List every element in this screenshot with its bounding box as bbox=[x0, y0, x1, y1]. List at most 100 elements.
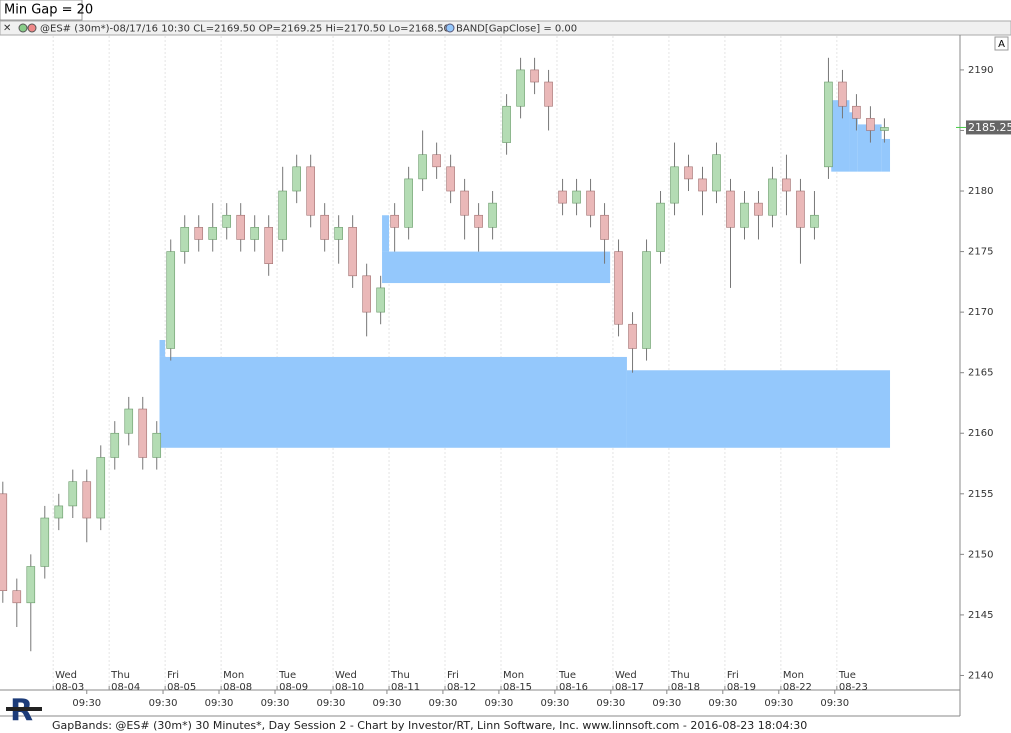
candle-body bbox=[866, 118, 875, 131]
candle-body bbox=[0, 493, 8, 591]
x-tick-label-line: 08-16 bbox=[559, 682, 588, 693]
gap-band bbox=[857, 124, 882, 172]
y-tick-label: 2180 bbox=[968, 186, 993, 197]
scale-button[interactable] bbox=[994, 36, 1009, 51]
candle-body bbox=[698, 178, 707, 192]
candle-body bbox=[488, 202, 497, 228]
candle-body bbox=[446, 166, 455, 192]
x-tick-label-line: Tue bbox=[558, 670, 576, 681]
x-tick-label-line: Tue bbox=[838, 670, 856, 681]
x-tick-label-line: 08-19 bbox=[727, 682, 756, 693]
x2-tick-label: 09:30 bbox=[429, 698, 458, 709]
x-tick-label: Mon 08-15 bbox=[503, 670, 532, 693]
candle-body bbox=[544, 81, 553, 107]
candle-body bbox=[334, 227, 343, 240]
x-tick-label-line: 08-11 bbox=[391, 682, 420, 693]
x-tick-label: Fri 08-12 bbox=[447, 670, 476, 693]
candle-body bbox=[726, 190, 735, 228]
gap-band bbox=[159, 356, 627, 448]
candle-body bbox=[586, 190, 595, 216]
gap-band bbox=[626, 370, 891, 448]
x-tick-label-line: 08-05 bbox=[167, 682, 196, 693]
icon bbox=[18, 23, 28, 33]
x-tick-label-line: 08-22 bbox=[783, 682, 812, 693]
y-tick-label: 2150 bbox=[968, 549, 993, 560]
gap-band bbox=[849, 112, 858, 172]
candle-body bbox=[642, 251, 651, 349]
gap-band bbox=[382, 251, 611, 284]
candle-body bbox=[236, 214, 245, 240]
candle-body bbox=[404, 178, 413, 228]
candle-body bbox=[152, 432, 162, 458]
candle-body bbox=[614, 251, 623, 325]
x2-tick-label: 09:30 bbox=[596, 698, 625, 709]
candle-body bbox=[222, 214, 232, 228]
candle-body bbox=[306, 166, 315, 216]
candle-body bbox=[40, 517, 50, 567]
x-tick-label-line: Wed bbox=[55, 670, 77, 681]
candle-body bbox=[558, 190, 567, 204]
icon bbox=[27, 23, 37, 33]
icon bbox=[445, 23, 455, 33]
x-tick-label: Mon 08-08 bbox=[223, 670, 252, 693]
x-tick-label: Wed 08-17 bbox=[615, 670, 644, 693]
x-tick-label-line: Thu bbox=[110, 670, 130, 681]
x-tick-label-line: 08-03 bbox=[55, 682, 84, 693]
candle-body bbox=[838, 81, 847, 107]
candle-body bbox=[880, 127, 889, 131]
candle-body bbox=[754, 202, 763, 216]
x-tick-label-line: 08-10 bbox=[335, 682, 364, 693]
y-tick-label: 2175 bbox=[968, 247, 993, 258]
x-tick-label-line: Fri bbox=[727, 670, 739, 681]
setting-box[interactable] bbox=[0, 0, 83, 21]
gap-band bbox=[881, 138, 891, 172]
x-tick-label-line: 08-12 bbox=[447, 682, 476, 693]
x-tick-label: Thu 08-11 bbox=[390, 670, 420, 693]
x2-tick-label: 09:30 bbox=[484, 698, 513, 709]
x-tick-label-line: Mon bbox=[503, 670, 524, 681]
candle-body bbox=[68, 481, 78, 507]
gap-band bbox=[159, 339, 166, 357]
x2-tick-label: 09:30 bbox=[373, 698, 402, 709]
x-tick-label: Thu 08-18 bbox=[670, 670, 700, 693]
x-tick-label: Tue 08-16 bbox=[558, 670, 588, 693]
logo: R bbox=[6, 694, 42, 729]
x2-tick-label: 09:30 bbox=[764, 698, 793, 709]
candle-body bbox=[348, 227, 357, 277]
candle-body bbox=[390, 214, 399, 228]
x-tick-label-line: Mon bbox=[783, 670, 804, 681]
candle-body bbox=[278, 190, 287, 240]
x-tick-label: Wed 08-03 bbox=[55, 670, 84, 693]
candle-body bbox=[852, 105, 861, 119]
candle-body bbox=[670, 166, 679, 204]
candle-body bbox=[418, 154, 427, 180]
x2-tick-label: 09:30 bbox=[72, 698, 101, 709]
candle-body bbox=[628, 323, 637, 349]
x-tick-label-line: 08-04 bbox=[111, 682, 140, 693]
x-tick-label: Wed 08-10 bbox=[335, 670, 364, 693]
last-price-box bbox=[966, 120, 1011, 135]
y-tick-label: 2155 bbox=[968, 489, 993, 500]
candle-body bbox=[194, 227, 204, 240]
y-tick-label: 2190 bbox=[968, 65, 993, 76]
last-price-label: 2185.25 bbox=[968, 121, 1011, 134]
x-tick-label: Thu 08-04 bbox=[110, 670, 140, 693]
candle-body bbox=[656, 202, 665, 252]
x-tick-label-line: Fri bbox=[167, 670, 179, 681]
x-tick-label-line: Thu bbox=[390, 670, 410, 681]
candle-body bbox=[320, 214, 329, 240]
candle-body bbox=[54, 505, 64, 519]
candle-body bbox=[684, 166, 693, 180]
x2-tick-label: 09:30 bbox=[149, 698, 178, 709]
x2-tick-label: 09:30 bbox=[820, 698, 849, 709]
candle-body bbox=[782, 178, 791, 192]
x-tick-label-line: 08-08 bbox=[223, 682, 252, 693]
candle-body bbox=[180, 227, 190, 252]
candle-body bbox=[810, 214, 819, 228]
candle-body bbox=[12, 590, 22, 604]
x-tick-label-line: Thu bbox=[670, 670, 690, 681]
close-icon[interactable]: ✕ bbox=[3, 23, 11, 34]
candle-body bbox=[250, 227, 259, 240]
x-tick-label-line: Fri bbox=[447, 670, 459, 681]
